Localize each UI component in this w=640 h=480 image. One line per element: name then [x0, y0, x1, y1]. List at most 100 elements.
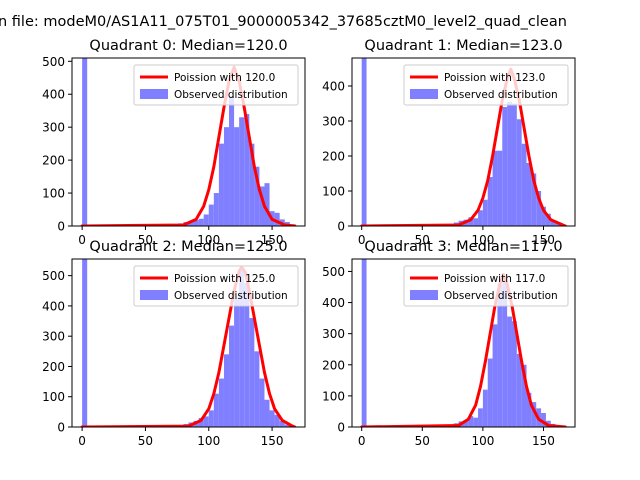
- y-tick-label: 0: [57, 220, 65, 234]
- y-tick-label: 300: [42, 121, 65, 135]
- histogram-bar: [213, 193, 219, 226]
- x-tick-label: 0: [78, 434, 86, 448]
- histogram-bar: [208, 204, 214, 226]
- axes-frame: [351, 258, 576, 428]
- histogram-bar: [521, 143, 527, 226]
- x-tick-label: 0: [358, 434, 366, 448]
- x-tick-label: 100: [471, 233, 494, 247]
- histogram-bar: [259, 186, 265, 226]
- histogram-bar: [516, 353, 522, 427]
- plot-area: [80, 58, 297, 226]
- legend-entry-observed: Observed distribution: [174, 290, 288, 302]
- histogram-bar: [223, 354, 230, 427]
- x-tick-label: 150: [532, 434, 555, 448]
- x-tick-label: 150: [261, 434, 284, 448]
- y-tick-label: 400: [322, 296, 345, 310]
- x-tick-label: 0: [358, 233, 366, 247]
- histogram-bar: [497, 150, 503, 226]
- histogram-bar: [259, 378, 265, 427]
- histogram-bar: [492, 324, 498, 427]
- histogram-bar: [478, 408, 483, 427]
- histogram-bar: [555, 223, 561, 226]
- y-tick-label: 400: [42, 299, 65, 313]
- plot-area: [360, 58, 567, 226]
- histogram-bar: [254, 166, 260, 226]
- histogram-bar: [218, 143, 224, 226]
- histogram-bar: [550, 220, 556, 226]
- panel-title: Quadrant 2: Median=125.0: [89, 239, 287, 255]
- legend-entry-poisson: Poission with 123.0: [444, 72, 545, 84]
- x-tick-label: 150: [532, 233, 555, 247]
- histogram-bar: [541, 206, 546, 226]
- legend-entry-poisson: Poission with 117.0: [444, 273, 545, 285]
- y-tick-label: 300: [322, 327, 345, 341]
- y-tick-label: 200: [322, 358, 345, 372]
- histogram-bar: [249, 143, 255, 226]
- histogram-bar: [531, 173, 537, 226]
- histogram-bar: [482, 199, 488, 226]
- panel-title: Quadrant 3: Median=117.0: [364, 239, 562, 255]
- histogram-bar: [473, 417, 479, 427]
- histogram-bar: [274, 212, 280, 226]
- axes-frame: [71, 258, 306, 428]
- histogram-bar: [487, 358, 493, 427]
- histogram-bar: [468, 416, 474, 427]
- legend-bar-swatch: [410, 290, 438, 300]
- chart-panel-quadrant-2: 0 50 100 150 0 100 200 300 400 500 Quadrant 2: Med…: [42, 239, 306, 448]
- legend: Poission with 120.0 Observed distribution: [133, 64, 299, 106]
- histogram-bar: [531, 402, 537, 427]
- histogram-bar: [229, 95, 235, 226]
- histogram-bar: [502, 107, 508, 226]
- chart-panel-quadrant-0: 0 50 100 150 0 100 200 300 400 500 Quadrant 0: Med…: [42, 38, 306, 247]
- histogram-bar: [463, 420, 469, 427]
- y-tick-label: 400: [42, 88, 65, 102]
- histogram-bar: [82, 58, 88, 226]
- y-tick-label: 200: [322, 150, 345, 164]
- figure-suptitle: n file: modeM0/AS1A11_075T01_9000005342_…: [0, 14, 567, 30]
- y-tick-label: 500: [322, 265, 345, 279]
- histogram-bar: [213, 393, 219, 427]
- y-tick-label: 100: [322, 185, 345, 199]
- x-tick-label: 100: [197, 434, 220, 448]
- y-tick-label: 0: [337, 421, 345, 435]
- legend: Poission with 123.0 Observed distribution: [403, 64, 569, 106]
- histogram-bar: [545, 213, 551, 226]
- legend-entry-observed: Observed distribution: [444, 89, 558, 101]
- histogram-bar: [361, 58, 367, 226]
- legend-box: [403, 64, 569, 106]
- legend-entry-observed: Observed distribution: [174, 89, 288, 101]
- histogram-bar: [244, 283, 250, 427]
- legend-entry-poisson: Poission with 125.0: [174, 273, 275, 285]
- histogram-bar: [254, 351, 260, 427]
- legend-box: [133, 64, 299, 106]
- x-tick-label: 50: [415, 434, 430, 448]
- histogram-bar: [264, 399, 270, 427]
- y-tick-label: 200: [42, 360, 65, 374]
- legend-bar-swatch: [140, 89, 168, 99]
- histogram-bar: [218, 378, 224, 427]
- y-tick-label: 100: [42, 187, 65, 201]
- histogram-bar: [208, 410, 214, 427]
- histogram-bar: [487, 177, 493, 226]
- histogram-bar: [511, 321, 517, 427]
- y-tick-label: 0: [57, 421, 65, 435]
- histogram-bar: [536, 191, 542, 226]
- x-tick-label: 50: [138, 233, 153, 247]
- histogram-bar: [507, 316, 512, 427]
- histogram-bar: [193, 220, 199, 226]
- y-tick-label: 300: [42, 330, 65, 344]
- histogram-bar: [188, 221, 194, 226]
- x-tick-label: 50: [138, 434, 153, 448]
- histogram-bar: [203, 416, 209, 427]
- x-tick-label: 0: [78, 233, 86, 247]
- legend: Poission with 117.0 Observed distribution: [403, 265, 569, 307]
- y-tick-label: 500: [42, 55, 65, 69]
- histogram-bar: [284, 424, 290, 427]
- histogram-bar: [473, 218, 479, 226]
- histogram-bar: [82, 259, 88, 427]
- legend-box: [403, 265, 569, 307]
- legend-bar-swatch: [410, 89, 438, 99]
- legend-entry-observed: Observed distribution: [444, 290, 558, 302]
- histogram-bar: [526, 163, 532, 226]
- histogram-bar: [198, 417, 204, 427]
